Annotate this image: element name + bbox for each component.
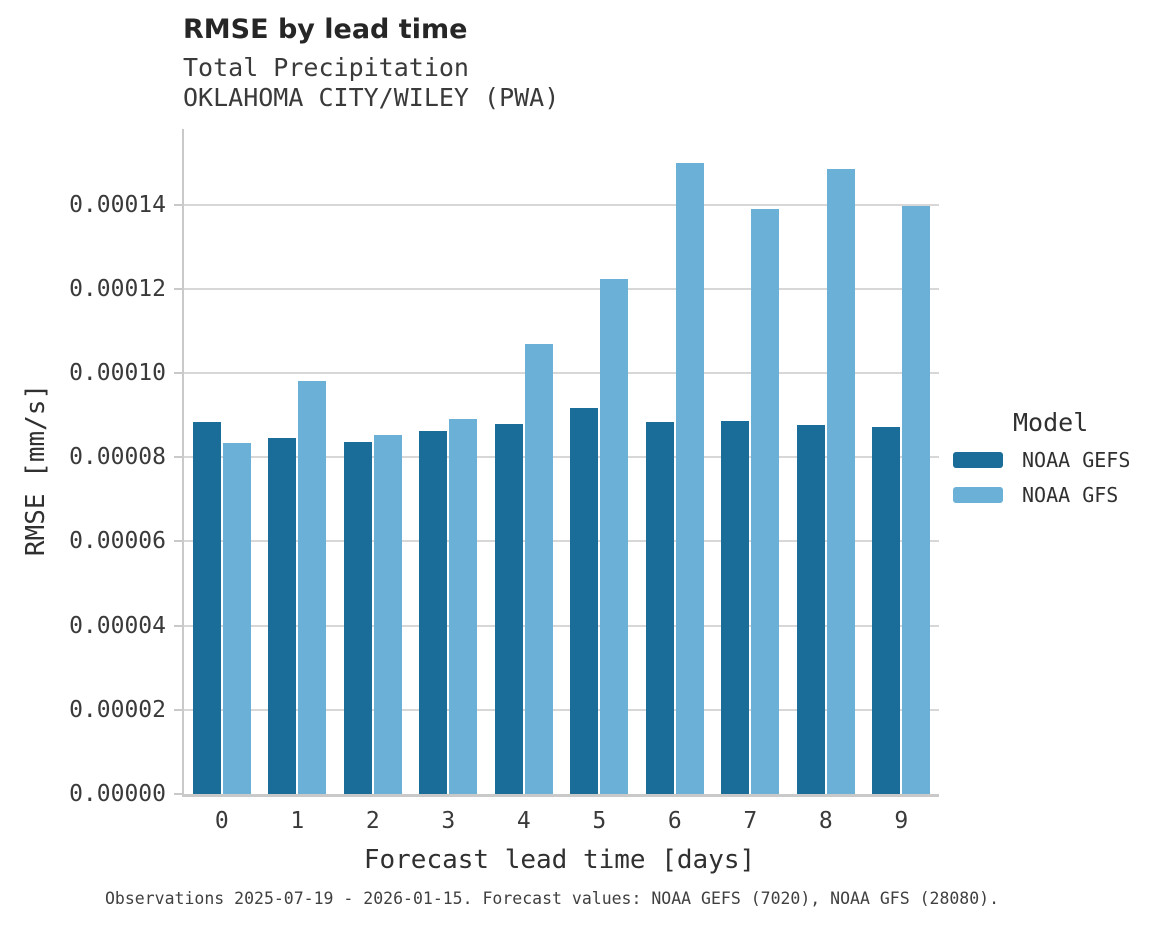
- bar-noaa-gefs-day-9: [872, 427, 901, 794]
- x-tick-label: 7: [743, 808, 758, 834]
- y-tick: [174, 287, 182, 290]
- bar-noaa-gefs-day-7: [721, 420, 750, 794]
- bar-noaa-gfs-day-3: [449, 419, 478, 794]
- gridline: [184, 287, 939, 290]
- y-tick: [174, 793, 182, 795]
- legend-item-noaa-gfs: NOAA GFS: [953, 482, 1130, 507]
- legend-label: NOAA GEFS: [1022, 447, 1131, 472]
- gridline: [184, 372, 939, 375]
- bar-noaa-gefs-day-6: [645, 421, 674, 794]
- y-tick: [174, 624, 182, 627]
- gridline: [184, 708, 939, 711]
- bar-noaa-gefs-day-0: [192, 421, 221, 794]
- x-tick-label: 5: [592, 808, 607, 834]
- chart-subtitle-variable: Total Precipitation: [183, 53, 469, 82]
- y-tick-label: 0.00012: [69, 275, 166, 302]
- y-tick-label: 0.00008: [69, 444, 166, 471]
- y-tick-label: 0.00006: [69, 528, 166, 555]
- bar-noaa-gfs-day-5: [600, 279, 629, 794]
- bar-noaa-gefs-day-2: [343, 441, 372, 794]
- legend-title: Model: [1013, 408, 1089, 437]
- chart-title: RMSE by lead time: [183, 14, 468, 45]
- bar-noaa-gfs-day-9: [902, 205, 931, 794]
- legend-label: NOAA GFS: [1022, 482, 1119, 507]
- y-tick: [174, 540, 182, 543]
- gridline: [184, 624, 939, 627]
- bar-noaa-gefs-day-5: [570, 408, 599, 794]
- y-tick: [174, 203, 182, 206]
- y-axis-title: RMSE [mm/s]: [21, 383, 51, 557]
- bar-noaa-gfs-day-2: [373, 434, 402, 794]
- x-tick-label: 1: [290, 808, 305, 834]
- bar-noaa-gefs-day-3: [419, 431, 448, 794]
- y-tick: [174, 708, 182, 711]
- y-tick-label: 0.00014: [69, 191, 166, 218]
- x-tick-label: 3: [441, 808, 456, 834]
- legend-items: NOAA GEFS NOAA GFS: [953, 447, 1131, 507]
- bar-noaa-gfs-day-1: [298, 380, 327, 794]
- bar-noaa-gefs-day-8: [796, 424, 825, 794]
- bar-noaa-gfs-day-7: [751, 208, 780, 794]
- bar-noaa-gefs-day-4: [494, 423, 523, 794]
- bar-noaa-gfs-day-0: [222, 443, 251, 794]
- x-axis-title: Forecast lead time [days]: [363, 845, 756, 875]
- y-tick: [174, 372, 182, 375]
- gridline: [184, 540, 939, 543]
- x-tick-label: 9: [894, 808, 909, 834]
- y-tick-label: 0.00002: [69, 696, 166, 723]
- legend-swatch-noaa-gfs: [953, 486, 1003, 503]
- bar-noaa-gefs-day-1: [268, 437, 297, 794]
- gridline: [184, 456, 939, 459]
- bar-noaa-gfs-day-6: [675, 162, 704, 794]
- gridline: [184, 203, 939, 206]
- x-tick-label: 6: [667, 808, 682, 834]
- plot-area: 0.00000 0.00002 0.00004 0.00006 0.00008 0.000…: [69, 129, 939, 834]
- legend-item-noaa-gefs: NOAA GEFS: [953, 447, 1131, 472]
- x-tick-label: 4: [516, 808, 531, 834]
- y-tick-label: 0.00010: [69, 360, 166, 387]
- bar-noaa-gfs-day-8: [826, 168, 855, 794]
- x-tick-label: 0: [214, 808, 229, 834]
- legend: Model NOAA GEFS NOAA GFS: [953, 408, 1130, 519]
- title-block: RMSE by lead time Total Precipitation OK…: [183, 14, 559, 113]
- legend-swatch-noaa-gefs: [953, 451, 1003, 468]
- chart-subtitle-station: OKLAHOMA CITY/WILEY (PWA): [183, 83, 560, 112]
- y-tick: [174, 456, 182, 459]
- y-tick-label: 0.00000: [69, 781, 166, 807]
- caption: Observations 2025-07-19 - 2026-01-15. Fo…: [105, 889, 1000, 908]
- x-tick-label: 2: [365, 808, 380, 834]
- x-tick-label: 8: [818, 808, 833, 834]
- bar-noaa-gfs-day-4: [524, 343, 553, 794]
- y-tick-label: 0.00004: [69, 612, 166, 639]
